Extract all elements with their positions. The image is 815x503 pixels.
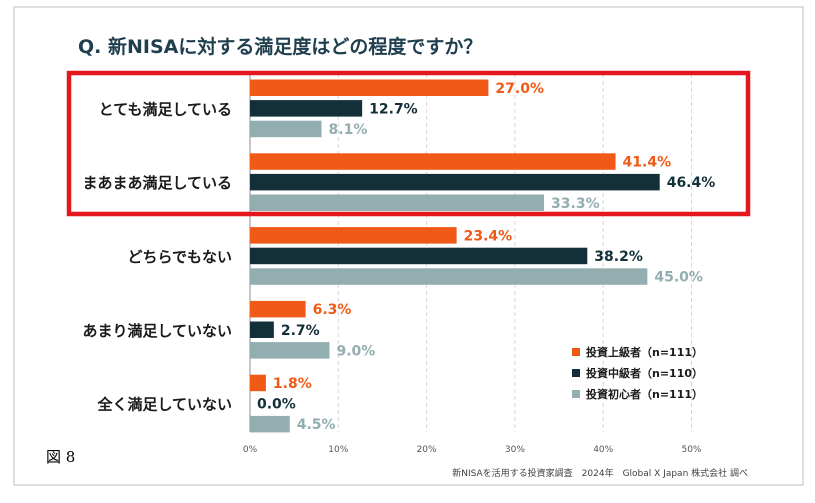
bar (250, 374, 266, 392)
x-tick-label: 10% (328, 445, 348, 455)
legend-label: 投資中級者（n=110） (586, 366, 703, 380)
category-label: あまり満足していない (82, 322, 232, 340)
data-label: 9.0% (336, 343, 375, 359)
legend-label: 投資初心者（n=111） (586, 387, 703, 401)
category-label: どちらでもない (127, 248, 232, 266)
data-label: 33.3% (551, 196, 600, 212)
data-label: 45.0% (654, 270, 703, 286)
bar (250, 153, 616, 170)
legend-label: 投資上級者（n=111） (586, 345, 703, 359)
bar (250, 120, 322, 138)
legend: 投資上級者（n=111） 投資中級者（n=110） 投資初心者（n=111） (572, 345, 703, 401)
legend-swatch (572, 390, 580, 398)
category-labels: とても満足しているまあまあ満足しているどちらでもないあまり満足していない全く満足… (82, 100, 232, 413)
bar (250, 100, 363, 117)
legend-swatch (572, 369, 580, 377)
data-label: 27.0% (495, 81, 544, 97)
bar (250, 268, 648, 285)
category-label: まあまあ満足している (82, 174, 232, 192)
bars: 27.0% 12.7%8.1% 41.4% 46.4% 33.3% 23.4% 38.2% 4… (250, 79, 716, 433)
x-tick-labels: 0% 10% 20% 30% 40% 50% (243, 445, 702, 455)
x-tick-label: 30% (505, 445, 525, 455)
bar (250, 227, 457, 244)
data-label: 46.4% (667, 175, 716, 191)
data-label: 6.3% (313, 302, 352, 318)
highlight-rectangle (66, 70, 751, 217)
data-label: 41.4% (623, 155, 672, 171)
bar (250, 173, 660, 191)
data-label: 2.7% (281, 323, 320, 339)
bar (250, 342, 330, 359)
bar (250, 79, 489, 96)
category-label: とても満足している (99, 100, 232, 118)
source-note: 新NISAを活用する投資家調査 2024年 Global X Japan 株式会… (452, 467, 748, 479)
data-label: 1.8% (273, 376, 312, 392)
figure-label: 図 8 (46, 448, 76, 466)
bar (250, 300, 306, 318)
data-label: 4.5% (297, 417, 336, 433)
chart-title: Q. 新NISAに対する満足度はどの程度ですか？ (78, 35, 482, 58)
category-label: 全く満足していない (96, 396, 232, 414)
bar (250, 194, 545, 211)
x-tick-label: 20% (417, 445, 437, 455)
data-label: 0.0% (257, 397, 296, 413)
x-tick-label: 40% (593, 445, 613, 455)
data-label: 8.1% (329, 122, 368, 138)
bar (250, 321, 274, 338)
highlight-box (66, 70, 751, 217)
bar (250, 415, 290, 433)
bar (250, 247, 588, 265)
legend-swatch (572, 348, 580, 356)
x-tick-label: 0% (243, 445, 258, 455)
x-tick-label: 50% (681, 445, 701, 455)
data-label: 23.4% (464, 228, 513, 244)
data-label: 12.7% (369, 101, 418, 117)
data-label: 38.2% (594, 249, 643, 265)
